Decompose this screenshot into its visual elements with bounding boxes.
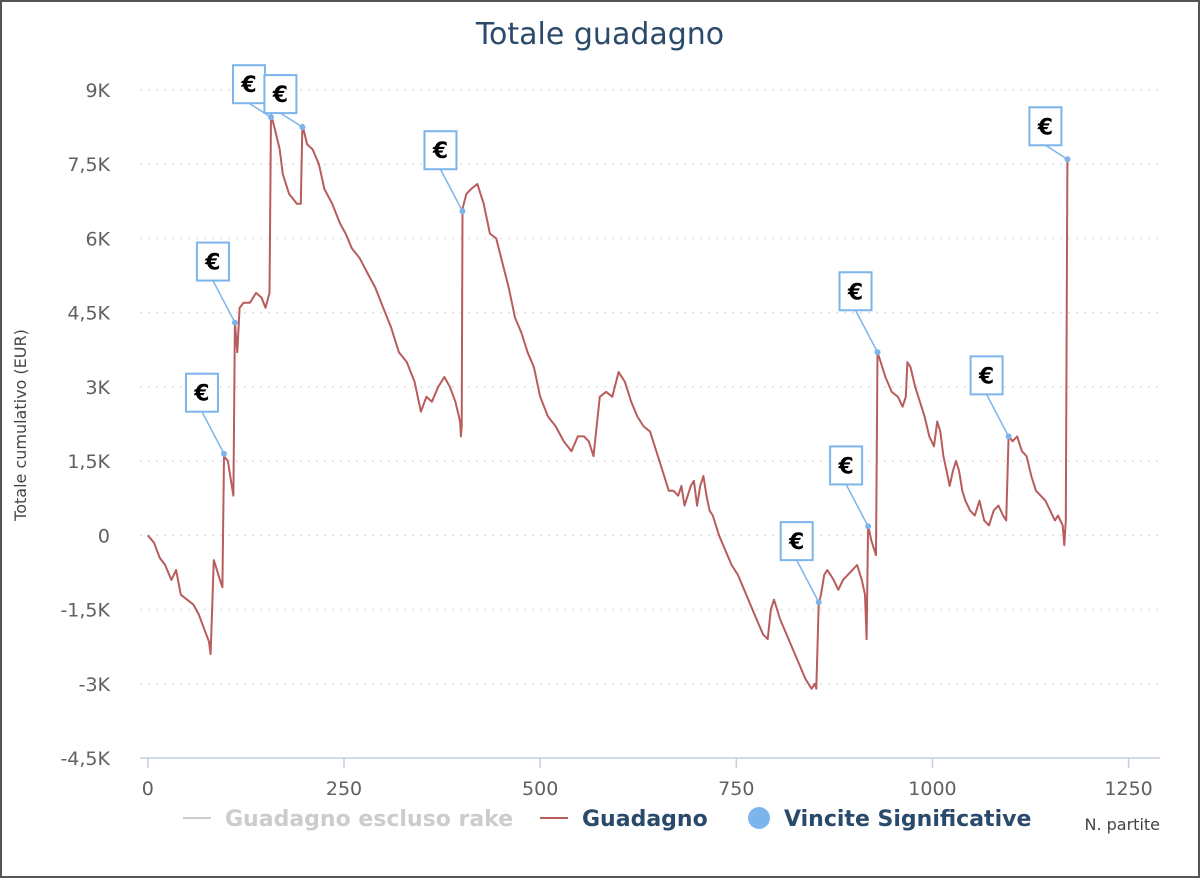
significant-win-marker[interactable]: € [195, 241, 238, 326]
euro-symbol: € [837, 454, 853, 479]
marker-connector [248, 102, 272, 118]
legend-symbol [748, 807, 770, 829]
marker-point[interactable] [815, 599, 822, 606]
legend-label: Guadagno [582, 807, 708, 832]
chart-title: Totale guadagno [475, 17, 724, 52]
euro-symbol: € [272, 83, 288, 108]
euro-symbol: € [847, 280, 863, 305]
marker-flag-box[interactable] [263, 74, 298, 115]
x-axis-label: N. partite [1084, 815, 1160, 834]
x-tick-label: 500 [522, 778, 558, 800]
marker-connector [985, 394, 1010, 437]
marker-connector [212, 280, 236, 323]
x-tick-label: 250 [326, 778, 362, 800]
euro-symbol: € [204, 251, 220, 276]
marker-flag-box[interactable] [1028, 106, 1063, 147]
marker-flag-box[interactable] [969, 355, 1004, 396]
legend-item-guadagno[interactable]: Guadagno [540, 807, 708, 832]
y-tick-label: 7,5K [67, 154, 110, 176]
euro-symbol: € [432, 139, 448, 164]
significant-win-marker[interactable]: € [838, 271, 881, 356]
marker-point[interactable] [1005, 433, 1012, 440]
significant-win-marker[interactable]: € [969, 355, 1012, 440]
legend-item-escluso-rake[interactable]: Guadagno escluso rake [183, 807, 513, 832]
euro-symbol: € [193, 382, 209, 407]
x-tick-label: 1250 [1104, 778, 1152, 800]
legend-item-vincite[interactable]: Vincite Significative [748, 807, 1031, 832]
marker-point[interactable] [220, 450, 227, 457]
significant-win-marker[interactable]: € [423, 130, 466, 215]
marker-flag-box[interactable] [423, 130, 458, 171]
y-axis-label: Totale cumulativo (EUR) [11, 329, 30, 522]
x-axis-ticks: 0 250 500 750 1000 1250 [142, 758, 1153, 800]
marker-connector [201, 411, 225, 455]
series-group [147, 113, 1069, 690]
x-tick-label: 1000 [908, 778, 956, 800]
significant-win-marker[interactable]: € [779, 521, 822, 606]
x-tick-label: 0 [142, 778, 154, 800]
marker-flag-box[interactable] [838, 271, 873, 312]
marker-flag-box[interactable] [829, 445, 864, 486]
legend-label: Guadagno escluso rake [225, 807, 513, 832]
significant-win-marker[interactable]: € [184, 372, 227, 457]
marker-connector [1045, 144, 1068, 160]
significant-win-marker[interactable]: € [232, 64, 275, 121]
y-tick-label: -3K [79, 674, 111, 696]
x-tick-label: 750 [718, 778, 754, 800]
marker-connector [439, 168, 464, 212]
significant-win-marker[interactable]: € [263, 74, 306, 131]
marker-flag-box[interactable] [184, 372, 219, 413]
marker-point[interactable] [459, 208, 466, 215]
marker-connector [280, 112, 303, 128]
markers-group: € € € € € € € € € € [184, 64, 1071, 606]
euro-symbol: € [1037, 115, 1053, 140]
significant-win-marker[interactable]: € [829, 445, 872, 530]
marker-connector [796, 559, 820, 603]
marker-point[interactable] [874, 349, 881, 356]
marker-point[interactable] [299, 124, 306, 131]
marker-flag-box[interactable] [779, 521, 814, 562]
y-tick-label: 1,5K [67, 451, 110, 473]
marker-flag-box[interactable] [195, 241, 230, 282]
euro-symbol: € [978, 364, 994, 389]
y-tick-label: 6K [85, 228, 110, 250]
marker-point[interactable] [865, 523, 872, 530]
marker-connector [845, 484, 869, 527]
legend-label: Vincite Significative [784, 807, 1031, 832]
y-tick-label: 9K [85, 80, 110, 102]
grid-lines [140, 89, 1160, 685]
legend: Guadagno escluso rake Guadagno Vincite Sig… [183, 807, 1031, 832]
euro-symbol: € [788, 530, 804, 555]
y-axis-ticks: 9K 7,5K 6K 4,5K 3K 1,5K 0 -1,5K -3K -4,5K [60, 80, 110, 770]
marker-connector [854, 309, 879, 353]
y-tick-label: -4,5K [60, 748, 110, 770]
euro-symbol: € [240, 73, 256, 98]
marker-point[interactable] [268, 114, 275, 121]
y-tick-label: 0 [98, 525, 110, 547]
significant-win-marker[interactable]: € [1028, 106, 1071, 163]
marker-point[interactable] [1064, 156, 1071, 163]
y-tick-label: 3K [85, 377, 110, 399]
marker-point[interactable] [231, 319, 238, 326]
y-tick-label: 4,5K [67, 303, 110, 325]
series-line-guadagno [147, 113, 1069, 690]
y-tick-label: -1,5K [60, 600, 110, 622]
